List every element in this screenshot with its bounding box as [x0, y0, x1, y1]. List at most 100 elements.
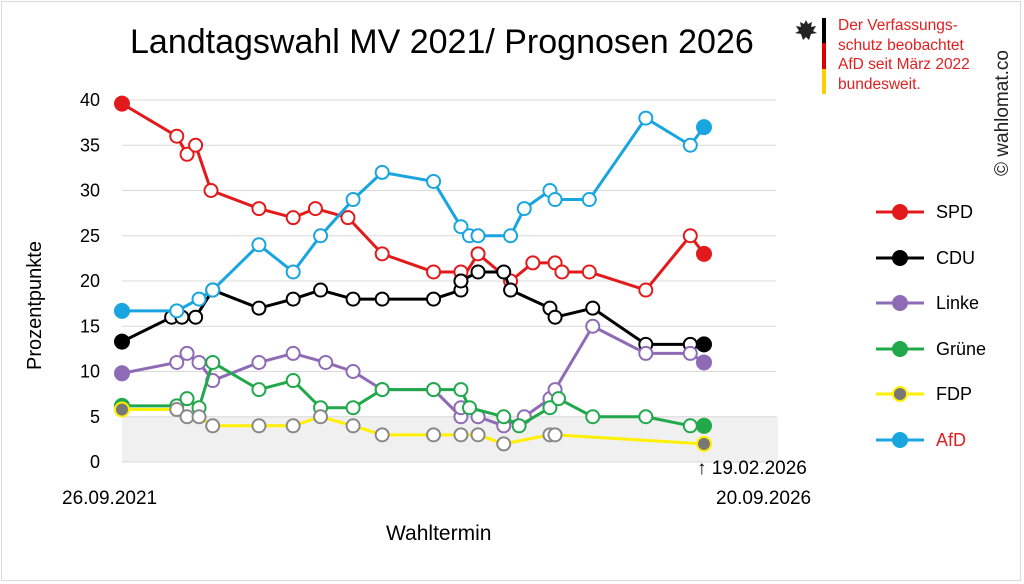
data-point [542, 400, 558, 416]
data-point [470, 228, 486, 244]
y-tick-label: 15 [80, 316, 100, 336]
data-point [169, 354, 185, 370]
data-point [511, 418, 527, 434]
y-tick-label: 5 [90, 407, 100, 427]
data-point [313, 282, 329, 298]
data-point [496, 264, 512, 280]
data-point [345, 400, 361, 416]
data-point [285, 373, 301, 389]
data-point [205, 354, 221, 370]
data-point [374, 427, 390, 443]
series-line-linke [121, 324, 705, 428]
data-point [285, 345, 301, 361]
data-point [461, 400, 477, 416]
start-date: 26.09.2021 [62, 488, 158, 509]
data-point [682, 228, 698, 244]
y-axis-label: Prozentpunkte [24, 241, 46, 370]
data-point [114, 95, 130, 112]
y-tick-label: 10 [80, 362, 100, 382]
data-point [203, 183, 219, 198]
data-point [682, 345, 698, 361]
data-point [285, 264, 301, 280]
chart-title: Landtagswahl MV 2021/ Prognosen 2026 [130, 23, 754, 61]
notice-line: bundesweit. [838, 75, 921, 93]
flag-gold [822, 68, 826, 94]
legend-marker [892, 386, 908, 402]
data-point [696, 119, 712, 136]
data-point [205, 418, 221, 434]
data-point [470, 427, 486, 443]
data-point [188, 137, 204, 153]
data-point [179, 146, 195, 162]
data-point [682, 418, 698, 434]
data-point [251, 201, 267, 217]
data-point [503, 228, 519, 244]
notice-line: schutz beobachtet [838, 36, 964, 54]
legend-label-spd: SPD [936, 202, 973, 222]
data-point [114, 365, 130, 382]
data-point [638, 345, 654, 361]
data-point [285, 291, 301, 307]
data-point [453, 427, 469, 443]
data-point [426, 291, 442, 307]
flag-red [822, 43, 826, 69]
notice-line: Der Verfassungs- [838, 17, 958, 34]
data-point [169, 303, 185, 319]
data-point [503, 282, 519, 298]
data-point [345, 291, 361, 307]
data-point [188, 309, 204, 325]
legend-marker [892, 204, 908, 220]
data-point [525, 255, 541, 271]
legend-label-cdu: CDU [936, 248, 975, 268]
legend-label-fdp: FDP [936, 384, 972, 404]
y-tick-label: 40 [80, 90, 100, 110]
flag-black [822, 18, 826, 44]
data-point [581, 264, 597, 280]
data-point [696, 336, 712, 353]
data-point [638, 110, 654, 126]
german-flag-stripe [822, 18, 826, 94]
legend-marker [892, 432, 908, 448]
data-point [251, 237, 267, 253]
data-point [585, 318, 601, 334]
data-point [285, 418, 301, 434]
data-point [470, 264, 486, 280]
election-date: 20.09.2026 [716, 488, 812, 509]
data-point [114, 302, 130, 319]
data-point [307, 201, 323, 217]
data-point [318, 354, 334, 370]
y-tick-label: 25 [80, 226, 100, 246]
data-point [554, 264, 570, 280]
data-point [426, 427, 442, 443]
data-point [453, 219, 469, 235]
legend-label-grüne: Grüne [936, 339, 986, 359]
data-point [374, 382, 390, 398]
data-point [251, 382, 267, 398]
threshold-band [122, 416, 778, 462]
notice-line: AfD seit März 2022 [838, 56, 970, 73]
data-point [547, 192, 563, 208]
data-point [516, 201, 532, 217]
legend-label-linke: Linke [936, 293, 979, 313]
data-point [191, 409, 207, 425]
data-point [251, 354, 267, 370]
data-point [169, 402, 185, 418]
eagle-icon [795, 20, 817, 40]
data-point [581, 192, 597, 208]
data-point [179, 345, 195, 361]
data-point [453, 273, 469, 289]
latest-poll-date: ↑ 19.02.2026 [697, 458, 807, 479]
data-point [345, 364, 361, 379]
data-point [696, 417, 712, 434]
legend-marker [892, 250, 908, 266]
data-point [313, 409, 329, 425]
data-point [374, 291, 390, 307]
data-point [251, 300, 267, 316]
data-point [251, 418, 267, 434]
data-point [205, 282, 221, 298]
data-point [551, 391, 566, 407]
y-tick-label: 20 [80, 271, 100, 291]
notice-text: Der Verfassungs- schutz beobachtet AfD s… [838, 16, 1008, 94]
data-point [585, 409, 601, 425]
